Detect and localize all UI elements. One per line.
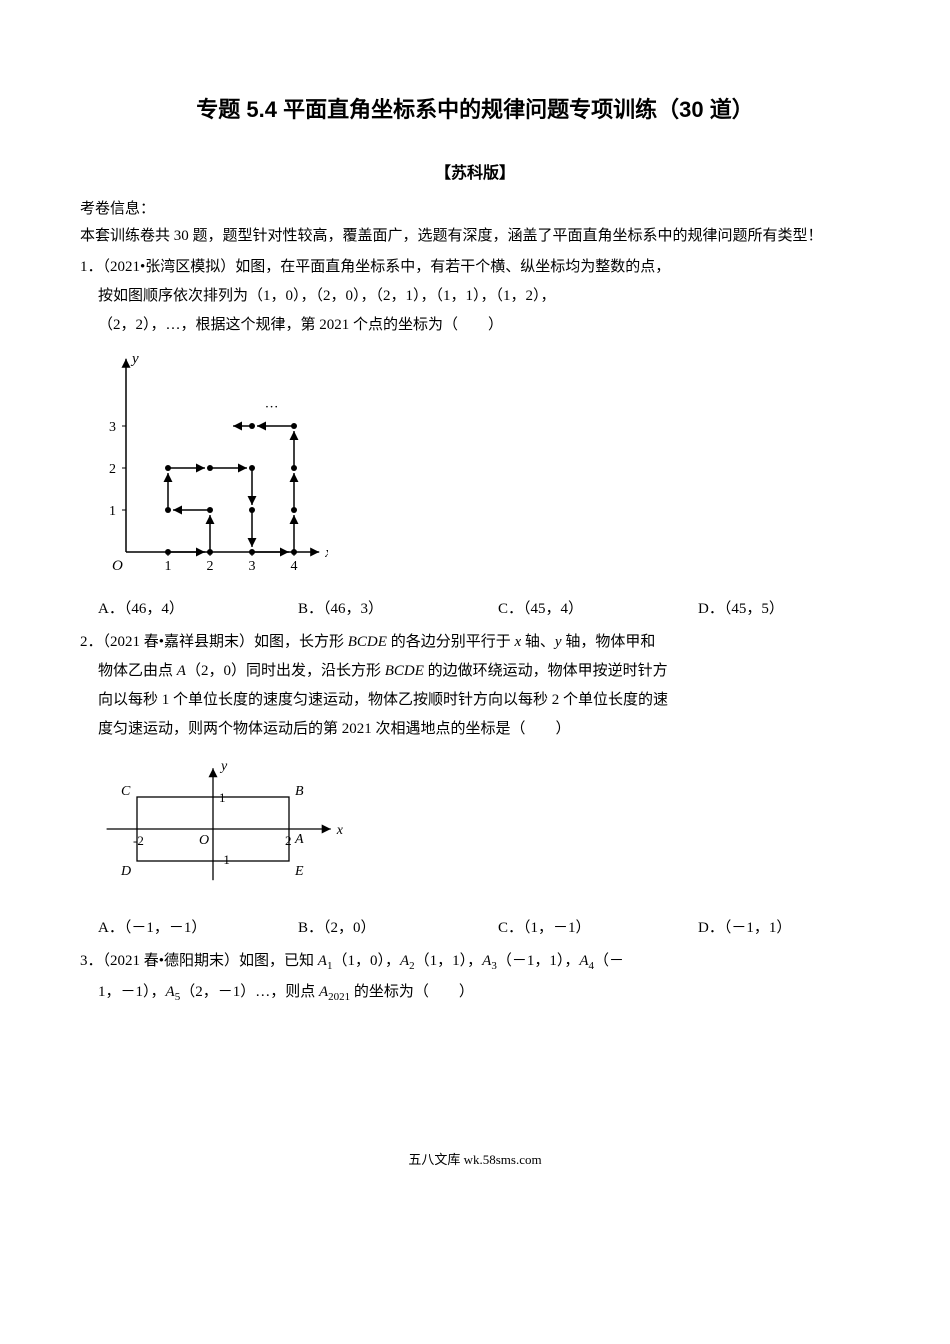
q3-A5: A	[166, 984, 175, 1000]
q3-text: 的坐标为（ ）	[350, 984, 474, 1000]
q3-text: 1，－1），	[98, 984, 166, 1000]
q2-stem-line2: 物体乙由点 A（2，0）同时出发，沿长方形 BCDE 的边做环绕运动，物体甲按逆…	[98, 658, 870, 685]
svg-text:3: 3	[249, 559, 256, 574]
page-title: 专题 5.4 平面直角坐标系中的规律问题专项训练（30 道）	[80, 90, 870, 130]
q2-text: 的边做环绕运动，物体甲按逆时针方	[424, 663, 668, 679]
svg-text:D: D	[120, 864, 131, 879]
svg-text:1: 1	[165, 559, 172, 574]
svg-text:-2: -2	[133, 833, 144, 848]
q3-A3: A	[482, 953, 491, 969]
svg-text:1: 1	[219, 790, 226, 805]
q1-option-b: B．（46，3）	[298, 596, 498, 623]
svg-text:2: 2	[285, 833, 292, 848]
q2-bcde: BCDE	[348, 634, 387, 650]
q3-text: （2，－1）…，则点	[180, 984, 319, 1000]
svg-text:B: B	[295, 784, 304, 799]
q2-figure: Ox y -2 2 1 -1 B C D E A	[98, 749, 870, 909]
q2-text: 的各边分别平行于	[387, 634, 515, 650]
q3-text: （1，1），	[415, 953, 483, 969]
q2-options: A．（－1，－1） B．（2，0） C．（1，－1） D．（－1，1）	[98, 915, 870, 942]
q2-text: 2．（2021 春•嘉祥县期末）如图，长方形	[80, 634, 348, 650]
q3-A2021: A	[319, 984, 328, 1000]
svg-text:A: A	[294, 832, 304, 847]
svg-text:···: ···	[265, 401, 279, 416]
info-text: 本套训练卷共 30 题，题型针对性较高，覆盖面广，选题有深度，涵盖了平面直角坐标…	[80, 223, 870, 250]
svg-text:O: O	[199, 833, 209, 848]
q3-stem-line2: 1，－1），A5（2，－1）…，则点 A2021 的坐标为（ ）	[98, 979, 870, 1008]
q3-text: （1，0），	[332, 953, 400, 969]
q1-figure: 1 2 3 4 1 2 3 Ox y ···	[98, 345, 870, 590]
svg-text:2: 2	[109, 462, 116, 477]
q3-text: （－	[594, 953, 624, 969]
q2-stem-line4: 度匀速运动，则两个物体运动后的第 2021 次相遇地点的坐标是（ ）	[98, 716, 870, 743]
q2-A: A	[177, 663, 186, 679]
q2-option-a: A．（－1，－1）	[98, 915, 298, 942]
svg-text:4: 4	[291, 559, 298, 574]
q2-text: 轴，物体甲和	[562, 634, 656, 650]
svg-text:x: x	[324, 545, 328, 561]
q1-option-d: D．（45，5）	[698, 596, 868, 623]
q3-A1: A	[318, 953, 327, 969]
page-footer: 五八文库 wk.58sms.com	[80, 1148, 870, 1171]
svg-text:E: E	[294, 864, 304, 879]
q3-text: 3．（2021 春•德阳期末）如图，已知	[80, 953, 318, 969]
q1-option-c: C．（45，4）	[498, 596, 698, 623]
svg-text:C: C	[121, 784, 131, 799]
q3-sub2021: 2021	[328, 991, 350, 1003]
q3-A2: A	[400, 953, 409, 969]
q2-option-d: D．（－1，1）	[698, 915, 868, 942]
q1-options: A．（46，4） B．（46，3） C．（45，4） D．（45，5）	[98, 596, 870, 623]
q1-stem-line1: 1．（2021•张湾区模拟）如图，在平面直角坐标系中，有若干个横、纵坐标均为整数…	[98, 254, 870, 281]
svg-text:y: y	[219, 760, 228, 775]
q2-bcde: BCDE	[385, 663, 424, 679]
q1-stem-line3: （2，2），…，根据这个规律，第 2021 个点的坐标为（ ）	[98, 312, 870, 339]
q2-stem-line3: 向以每秒 1 个单位长度的速度匀速运动，物体乙按顺时针方向以每秒 2 个单位长度…	[98, 687, 870, 714]
q2-option-b: B．（2，0）	[298, 915, 498, 942]
q2-option-c: C．（1，－1）	[498, 915, 698, 942]
q1-option-a: A．（46，4）	[98, 596, 298, 623]
svg-text:3: 3	[109, 420, 116, 435]
svg-text:1: 1	[109, 504, 116, 519]
svg-text:-1: -1	[219, 852, 230, 867]
subtitle: 【苏科版】	[80, 160, 870, 189]
q2-text: 轴、	[521, 634, 555, 650]
q2-stem-line1: 2．（2021 春•嘉祥县期末）如图，长方形 BCDE 的各边分别平行于 x 轴…	[98, 629, 870, 656]
q2-text: 物体乙由点	[98, 663, 177, 679]
q2-text: （2，0）同时出发，沿长方形	[186, 663, 385, 679]
svg-text:2: 2	[207, 559, 214, 574]
q3-text: （－1，1），	[497, 953, 580, 969]
svg-text:y: y	[130, 351, 139, 367]
q1-stem-line2: 按如图顺序依次排列为（1，0），（2，0），（2，1），（1，1），（1，2），	[98, 283, 870, 310]
svg-text:O: O	[112, 558, 123, 574]
q3-stem-line1: 3．（2021 春•德阳期末）如图，已知 A1（1，0），A2（1，1），A3（…	[98, 948, 870, 977]
q3-A4: A	[579, 953, 588, 969]
svg-text:x: x	[336, 823, 344, 838]
q2-y: y	[555, 634, 562, 650]
info-label: 考卷信息：	[80, 196, 870, 223]
